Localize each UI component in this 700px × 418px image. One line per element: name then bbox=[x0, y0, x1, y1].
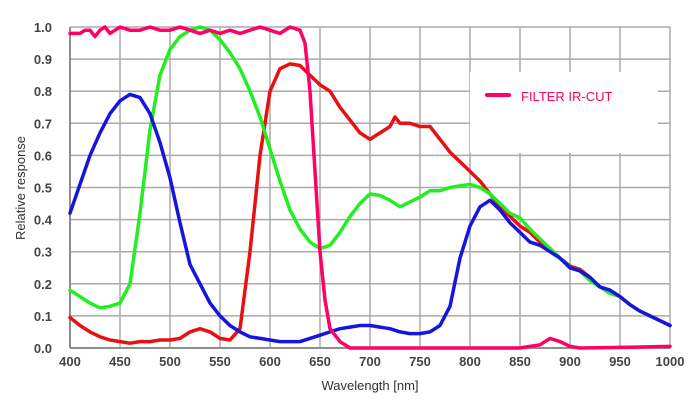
x-tick-label: 750 bbox=[409, 354, 431, 369]
x-tick-label: 800 bbox=[459, 354, 481, 369]
x-tick-label: 650 bbox=[309, 354, 331, 369]
x-tick-label: 1000 bbox=[656, 354, 685, 369]
y-tick-label: 0.5 bbox=[34, 181, 52, 196]
y-tick-label: 0.0 bbox=[34, 341, 52, 356]
y-tick-label: 0.4 bbox=[34, 213, 53, 228]
x-tick-label: 850 bbox=[509, 354, 531, 369]
x-tick-label: 450 bbox=[109, 354, 131, 369]
tick-labels: 400 450 500 550 600 650 700 750 800 850 900 950 1000… bbox=[34, 20, 685, 369]
x-tick-label: 600 bbox=[259, 354, 281, 369]
x-tick-label: 550 bbox=[209, 354, 231, 369]
y-tick-label: 0.2 bbox=[34, 277, 52, 292]
y-tick-label: 0.1 bbox=[34, 309, 52, 324]
y-tick-label: 0.9 bbox=[34, 52, 52, 67]
y-axis-label: Relative response bbox=[13, 136, 28, 240]
y-tick-label: 0.6 bbox=[34, 148, 52, 163]
series-line-blue bbox=[68, 92, 672, 344]
series-line-filter-ir-cut bbox=[68, 25, 672, 350]
x-tick-label: 950 bbox=[609, 354, 631, 369]
y-tick-label: 0.7 bbox=[34, 116, 52, 131]
x-tick-label: 900 bbox=[559, 354, 581, 369]
x-tick-label: 400 bbox=[59, 354, 81, 369]
x-axis-label: Wavelength [nm] bbox=[321, 378, 418, 393]
series-lines bbox=[68, 25, 672, 350]
y-tick-label: 0.3 bbox=[34, 245, 52, 260]
x-tick-label: 500 bbox=[159, 354, 181, 369]
x-tick-label: 700 bbox=[359, 354, 381, 369]
legend-label: FILTER IR-CUT bbox=[521, 89, 613, 104]
y-tick-label: 1.0 bbox=[34, 20, 52, 35]
legend-box bbox=[470, 72, 658, 153]
y-tick-label: 0.8 bbox=[34, 84, 52, 99]
